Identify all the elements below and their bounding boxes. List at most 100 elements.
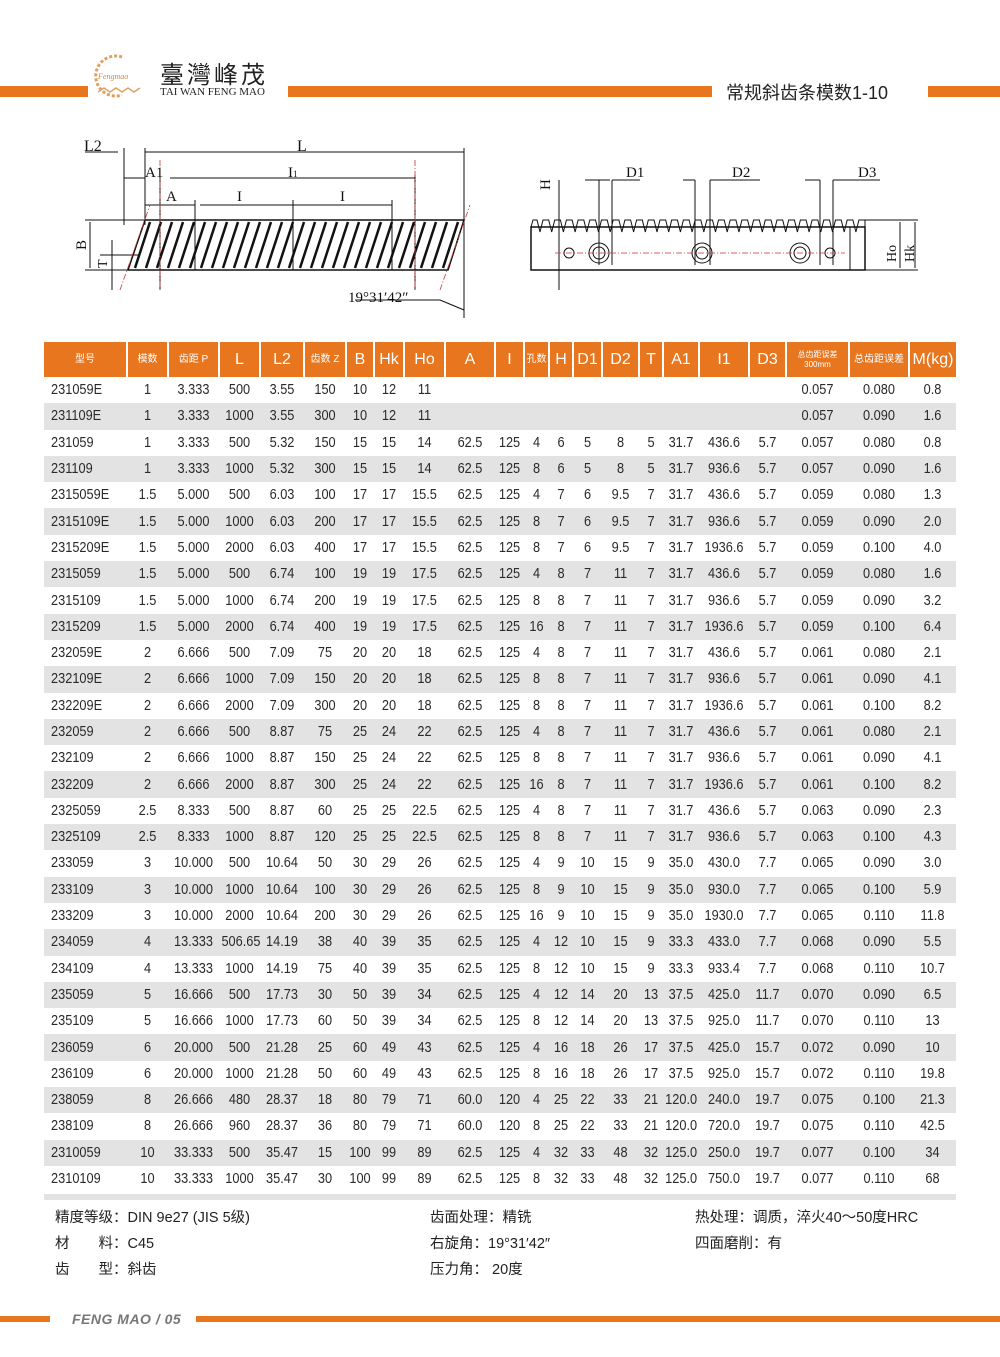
table-cell: 0.059 — [801, 539, 834, 556]
note-pressure: 压力角： 20度 — [430, 1262, 523, 1278]
table-cell: 31.7 — [668, 434, 694, 451]
table-cell: 0.072 — [789, 1034, 846, 1061]
table-cell: 9 — [640, 929, 662, 956]
table-cell: 10 — [580, 960, 595, 977]
table-cell: 10.000 — [171, 876, 216, 903]
table-row: 2315109E 1.5 5.000 1000 6.03 200 17 17 15.5 62.5 1… — [44, 508, 956, 535]
table-cell: 7 — [640, 718, 662, 746]
table-cell: 17 — [352, 487, 368, 504]
table-cell: 40 — [347, 929, 373, 956]
table-cell: 4 — [525, 718, 548, 746]
table-cell: 13.333 — [173, 960, 214, 977]
table-cell: 5.7 — [758, 539, 777, 556]
table-row: 232059 2 6.666 500 8.87 75 25 24 22 62.5 125 4 8 7 11 7… — [44, 718, 956, 746]
table-bottom-strip — [44, 1194, 956, 1200]
table-cell: 231059 — [51, 434, 94, 451]
table-cell: 28.37 — [266, 1118, 298, 1135]
table-cell: 125 — [496, 666, 523, 693]
table-cell: 8 — [557, 802, 565, 819]
table-cell: 436.6 — [708, 802, 740, 819]
table-cell: 37.5 — [668, 1065, 694, 1082]
table-row: 231109 1 3.333 1000 5.32 300 15 15 14 62.5 125 8 6 5 8… — [44, 455, 956, 483]
table-cell: 50 — [317, 1065, 333, 1082]
table-cell: 8 — [532, 539, 541, 556]
table-cell: 7 — [640, 666, 662, 693]
table-cell: 4 — [525, 561, 548, 588]
table-cell: 18 — [417, 645, 432, 662]
table-cell: 16 — [529, 908, 544, 925]
table-cell: 500 — [221, 1139, 258, 1166]
table-cell: 8.87 — [262, 824, 302, 851]
table-cell: 236109 — [51, 1065, 94, 1082]
table-cell: 4 — [525, 981, 548, 1009]
table-cell: 31.7 — [665, 508, 697, 535]
table-cell: 125 — [496, 929, 523, 956]
table-cell: 8 — [550, 561, 572, 588]
table-cell: 16.666 — [173, 1013, 214, 1030]
table-cell: 62.5 — [448, 718, 492, 746]
table-cell: 7.7 — [758, 855, 777, 872]
table-cell: 233059 — [51, 855, 94, 872]
table-cell: 1.5 — [138, 592, 157, 609]
table-cell: 0.061 — [789, 718, 846, 746]
table-cell: 31.7 — [668, 750, 694, 767]
table-cell: 62.5 — [448, 824, 492, 851]
table-cell: 35.0 — [668, 855, 694, 872]
table-cell: 0.077 — [801, 1171, 834, 1188]
table-cell: 6 — [143, 1065, 152, 1082]
table-cell: 15 — [347, 455, 373, 483]
table-cell: 235109 — [51, 1013, 94, 1030]
table-cell: 12 — [375, 403, 403, 430]
table-cell: 62.5 — [448, 508, 492, 535]
table-row: 232209E 2 6.666 2000 7.09 300 20 20 18 62.5 125 8 8 7… — [44, 693, 956, 719]
table-cell: 62.5 — [457, 592, 483, 609]
table-cell: 15.7 — [751, 1034, 784, 1061]
table-cell: 10 — [911, 1034, 954, 1061]
tooth-stripe — [177, 221, 196, 269]
table-cell: 30 — [317, 1171, 333, 1188]
table-cell: 231109E — [44, 403, 118, 430]
table-cell: 3 — [129, 876, 166, 903]
table-cell: 7 — [647, 697, 655, 714]
table-cell: 26 — [604, 1034, 637, 1061]
table-cell: 1.3 — [923, 487, 942, 504]
table-cell: 14.19 — [266, 960, 298, 977]
table-cell: 14.19 — [262, 929, 302, 956]
table-cell: 500 — [228, 487, 251, 504]
table-cell — [640, 377, 661, 403]
tooth-stripe — [287, 221, 306, 269]
table-cell: 1936.6 — [704, 539, 744, 556]
table-cell: 11 — [604, 613, 637, 640]
table-cell: 9 — [640, 876, 662, 903]
table-cell: 80 — [347, 1087, 373, 1114]
table-cell: 21.28 — [266, 1065, 298, 1082]
table-cell: 15 — [352, 434, 368, 451]
table-cell — [665, 403, 697, 430]
table-cell: 2000 — [225, 908, 254, 925]
table-cell: 235059 — [44, 981, 118, 1009]
table-cell: 150 — [314, 434, 336, 451]
table-cell: 20.000 — [171, 1034, 216, 1061]
table-cell: 0.080 — [852, 561, 906, 588]
table-cell: 0.080 — [852, 718, 906, 746]
table-cell: 33.3 — [665, 929, 697, 956]
table-cell: 5.000 — [177, 539, 210, 556]
table-cell: 0.061 — [801, 750, 834, 767]
table-cell: 11 — [613, 802, 628, 819]
table-cell: 4.0 — [923, 539, 942, 556]
table-cell: 8 — [532, 592, 541, 609]
right-view-drawing — [530, 179, 918, 290]
table-cell: 0.090 — [852, 403, 906, 430]
table-cell: 5.7 — [758, 592, 777, 609]
table-cell: 200 — [314, 592, 336, 609]
table-cell: 936.6 — [702, 824, 746, 851]
table-row: 232209 2 6.666 2000 8.87 300 25 24 22 62.5 125 16 8 7… — [44, 771, 956, 798]
table-cell: 17 — [347, 508, 373, 535]
label-d3: D3 — [858, 165, 876, 181]
tooth-stripe — [353, 221, 372, 269]
column-header: M(kg) — [909, 342, 956, 377]
table-cell: 125.0 — [665, 1139, 697, 1166]
table-cell: 400 — [306, 613, 344, 640]
table-cell: 7 — [574, 561, 601, 588]
